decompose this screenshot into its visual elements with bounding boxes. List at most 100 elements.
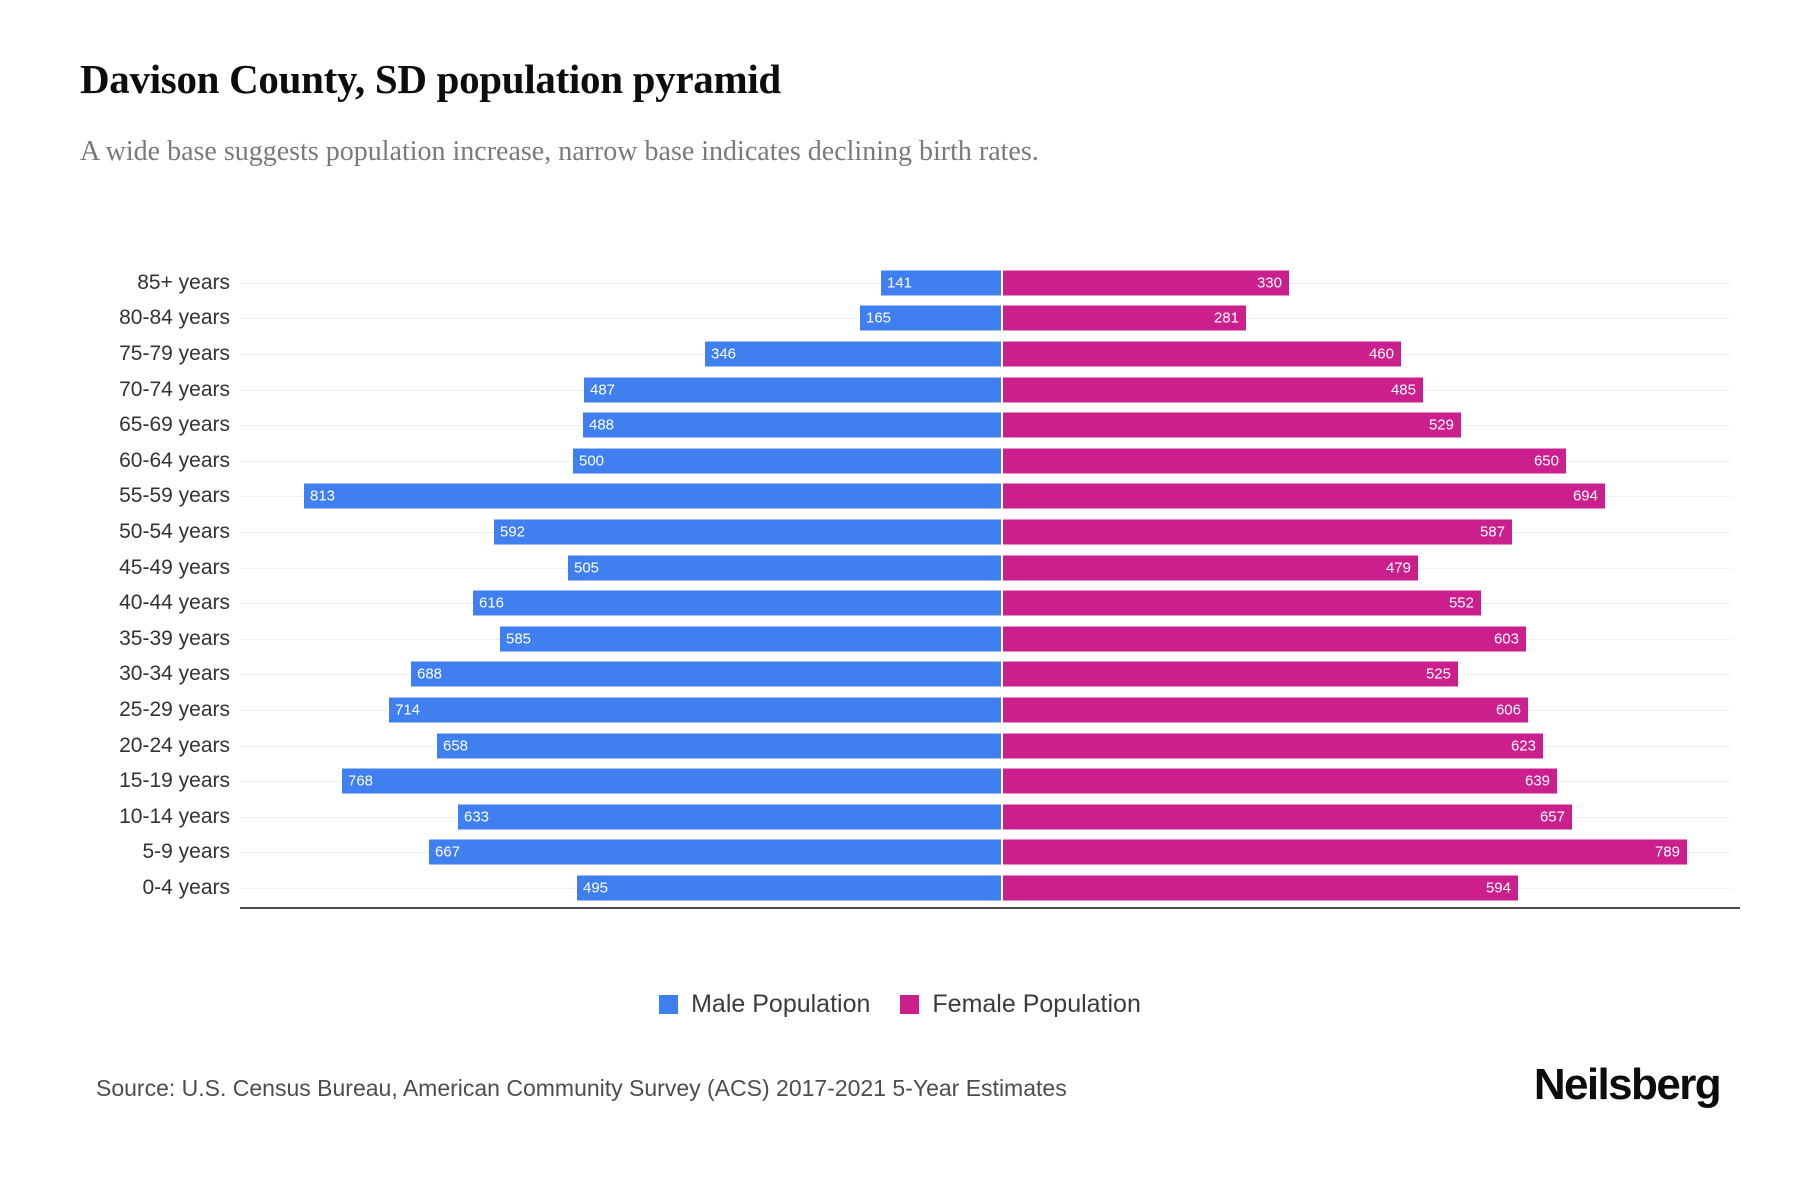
- bar-female[interactable]: 694: [1002, 483, 1605, 509]
- age-group-label: 85+ years: [137, 270, 230, 294]
- age-group-label: 70-74 years: [119, 377, 230, 401]
- bar-female[interactable]: 525: [1002, 661, 1458, 687]
- bar-male[interactable]: 813: [304, 483, 1002, 509]
- male-bar-wrap: 487: [584, 377, 1002, 403]
- bar-male[interactable]: 500: [573, 448, 1002, 474]
- male-bar-wrap: 688: [411, 661, 1002, 687]
- male-bar-wrap: 346: [705, 341, 1002, 367]
- female-bar-wrap: 694: [1002, 483, 1605, 509]
- bar-male[interactable]: 495: [577, 875, 1002, 901]
- bar-male[interactable]: 688: [411, 661, 1002, 687]
- male-bar-wrap: 667: [429, 839, 1002, 865]
- bar-value-male: 813: [310, 487, 336, 505]
- bar-value-female: 639: [1524, 772, 1550, 790]
- bar-value-male: 141: [887, 274, 913, 292]
- male-bar-wrap: 165: [860, 305, 1002, 331]
- bar-female[interactable]: 485: [1002, 377, 1423, 403]
- bar-female[interactable]: 594: [1002, 875, 1518, 901]
- female-bar-wrap: 552: [1002, 590, 1481, 616]
- bar-value-male: 658: [443, 737, 469, 755]
- bar-female[interactable]: 606: [1002, 697, 1528, 723]
- bar-male[interactable]: 165: [860, 305, 1002, 331]
- bar-female[interactable]: 650: [1002, 448, 1566, 474]
- bar-female[interactable]: 623: [1002, 733, 1543, 759]
- bar-value-male: 487: [590, 381, 616, 399]
- legend-item-male[interactable]: Male Population: [659, 990, 870, 1019]
- bar-male[interactable]: 346: [705, 341, 1002, 367]
- chart-row: 30-34 years 688 525: [0, 657, 1800, 693]
- legend-item-female[interactable]: Female Population: [900, 990, 1141, 1019]
- chart-row: 5-9 years 667 789: [0, 835, 1800, 871]
- chart-row: 40-44 years 616 552: [0, 585, 1800, 621]
- male-bar-wrap: 488: [583, 412, 1002, 438]
- bar-male[interactable]: 141: [881, 270, 1002, 296]
- male-bar-wrap: 500: [573, 448, 1002, 474]
- bar-female[interactable]: 789: [1002, 839, 1687, 865]
- chart-legend: Male Population Female Population: [0, 990, 1800, 1019]
- chart-row: 50-54 years 592 587: [0, 514, 1800, 550]
- age-group-label: 15-19 years: [119, 769, 230, 793]
- age-group-label: 65-69 years: [119, 413, 230, 437]
- bar-value-female: 525: [1425, 665, 1451, 683]
- bar-male[interactable]: 658: [437, 733, 1002, 759]
- chart-row: 0-4 years 495 594: [0, 870, 1800, 906]
- bar-male[interactable]: 488: [583, 412, 1002, 438]
- male-bar-wrap: 633: [458, 804, 1002, 830]
- bar-male[interactable]: 616: [473, 590, 1002, 616]
- bar-male[interactable]: 487: [584, 377, 1002, 403]
- bar-value-male: 592: [500, 523, 526, 541]
- age-group-label: 20-24 years: [119, 733, 230, 757]
- male-bar-wrap: 714: [389, 697, 1002, 723]
- age-group-label: 60-64 years: [119, 448, 230, 472]
- age-group-label: 30-34 years: [119, 662, 230, 686]
- female-bar-wrap: 657: [1002, 804, 1572, 830]
- bar-female[interactable]: 552: [1002, 590, 1481, 616]
- bar-female[interactable]: 460: [1002, 341, 1401, 367]
- axis-baseline: [240, 907, 1740, 909]
- bar-female[interactable]: 587: [1002, 519, 1512, 545]
- chart-row: 35-39 years 585 603: [0, 621, 1800, 657]
- bar-female[interactable]: 479: [1002, 555, 1418, 581]
- age-group-label: 0-4 years: [142, 875, 230, 899]
- bar-male[interactable]: 585: [500, 626, 1002, 652]
- female-bar-wrap: 330: [1002, 270, 1289, 296]
- bar-female[interactable]: 657: [1002, 804, 1572, 830]
- chart-row: 80-84 years 165 281: [0, 301, 1800, 337]
- female-bar-wrap: 623: [1002, 733, 1543, 759]
- chart-subtitle: A wide base suggests population increase…: [80, 136, 1039, 167]
- bar-value-female: 657: [1539, 808, 1565, 826]
- bar-male[interactable]: 505: [568, 555, 1002, 581]
- bar-value-female: 694: [1572, 487, 1598, 505]
- legend-label-female: Female Population: [932, 990, 1141, 1018]
- age-group-label: 55-59 years: [119, 484, 230, 508]
- bar-value-female: 552: [1448, 594, 1474, 612]
- bar-male[interactable]: 633: [458, 804, 1002, 830]
- age-group-label: 80-84 years: [119, 306, 230, 330]
- bar-male[interactable]: 667: [429, 839, 1002, 865]
- chart-rows: 85+ years 141 330 80-84 years 165 281 75-79 ye…: [0, 265, 1800, 906]
- chart-row: 85+ years 141 330: [0, 265, 1800, 301]
- age-group-label: 75-79 years: [119, 341, 230, 365]
- bar-value-female: 460: [1368, 345, 1394, 363]
- bar-value-female: 587: [1479, 523, 1505, 541]
- bar-female[interactable]: 639: [1002, 768, 1557, 794]
- bar-female[interactable]: 529: [1002, 412, 1461, 438]
- bar-male[interactable]: 768: [342, 768, 1002, 794]
- male-bar-wrap: 658: [437, 733, 1002, 759]
- male-bar-wrap: 495: [577, 875, 1002, 901]
- bar-value-male: 585: [506, 630, 532, 648]
- chart-row: 55-59 years 813 694: [0, 479, 1800, 515]
- bar-female[interactable]: 281: [1002, 305, 1246, 331]
- bar-value-female: 330: [1256, 274, 1282, 292]
- age-group-label: 45-49 years: [119, 555, 230, 579]
- bar-value-female: 650: [1533, 452, 1559, 470]
- female-bar-wrap: 485: [1002, 377, 1423, 403]
- bar-female[interactable]: 330: [1002, 270, 1289, 296]
- male-bar-wrap: 141: [881, 270, 1002, 296]
- bar-male[interactable]: 714: [389, 697, 1002, 723]
- female-bar-wrap: 479: [1002, 555, 1418, 581]
- bar-female[interactable]: 603: [1002, 626, 1526, 652]
- bar-value-male: 667: [435, 843, 461, 861]
- bar-value-male: 346: [711, 345, 737, 363]
- bar-male[interactable]: 592: [494, 519, 1002, 545]
